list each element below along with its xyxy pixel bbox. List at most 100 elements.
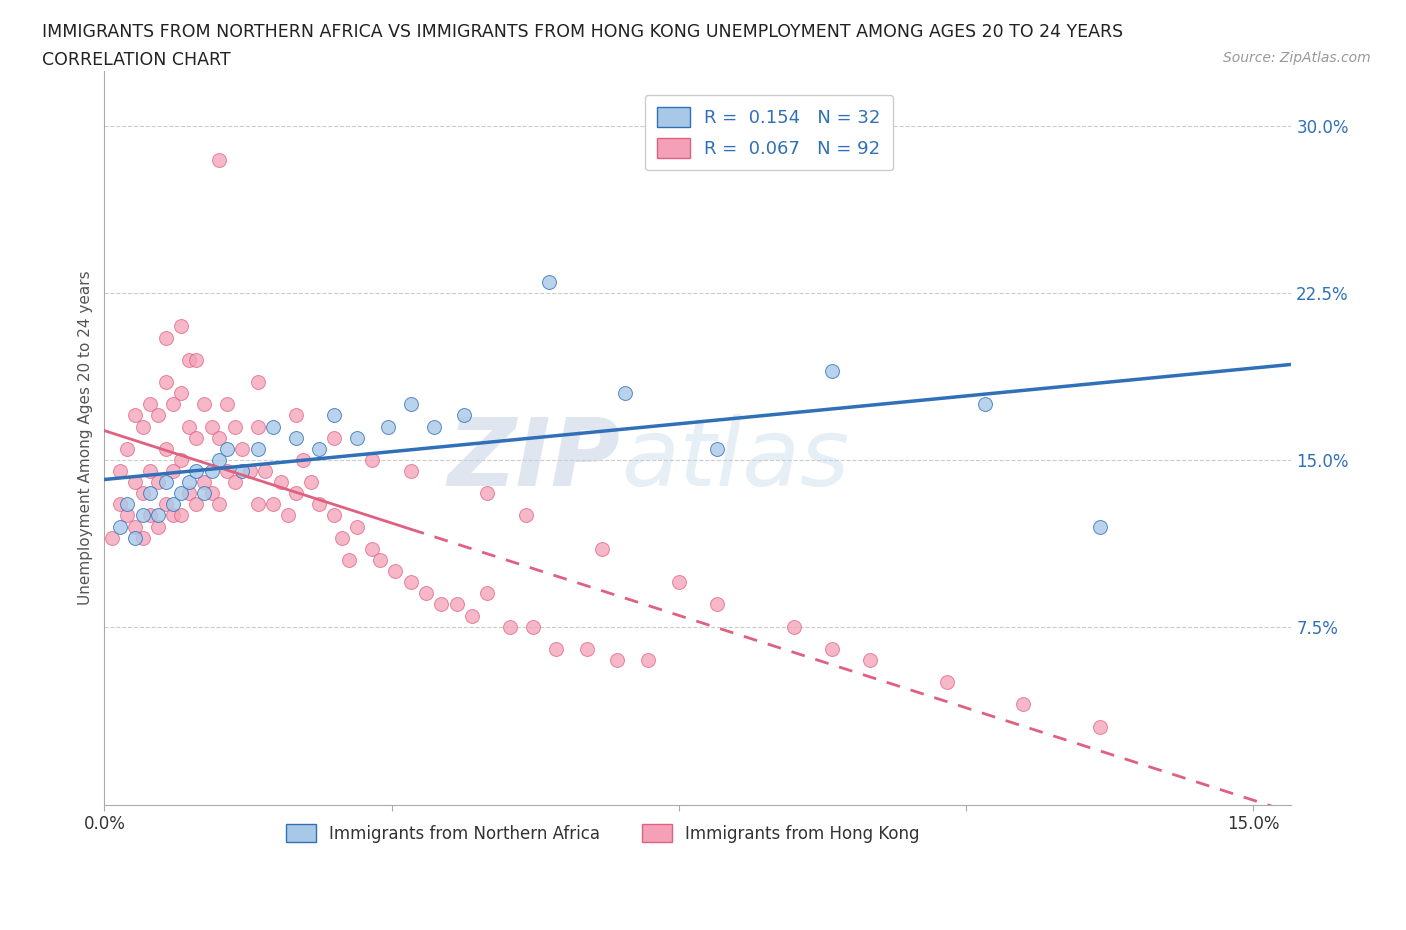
- Point: [200, 485, 222, 500]
- Point: [155, 497, 177, 512]
- Point: [499, 619, 522, 634]
- Point: [193, 485, 215, 500]
- Point: [200, 463, 222, 478]
- Point: [537, 274, 560, 289]
- Point: [139, 508, 162, 523]
- Point: [246, 497, 269, 512]
- Point: [515, 508, 537, 523]
- Point: [821, 642, 844, 657]
- Point: [215, 397, 238, 412]
- Point: [231, 463, 253, 478]
- Point: [477, 586, 499, 601]
- Point: [270, 474, 292, 489]
- Point: [208, 153, 231, 167]
- Point: [177, 352, 200, 367]
- Point: [546, 642, 568, 657]
- Point: [170, 453, 193, 468]
- Point: [246, 442, 269, 457]
- Point: [361, 541, 384, 556]
- Point: [215, 463, 238, 478]
- Point: [399, 397, 422, 412]
- Point: [821, 364, 844, 379]
- Point: [330, 530, 353, 545]
- Point: [346, 431, 368, 445]
- Point: [1088, 719, 1111, 734]
- Point: [108, 463, 131, 478]
- Point: [139, 485, 162, 500]
- Point: [292, 453, 315, 468]
- Point: [162, 508, 184, 523]
- Point: [859, 653, 882, 668]
- Point: [782, 619, 804, 634]
- Point: [101, 530, 124, 545]
- Point: [177, 485, 200, 500]
- Point: [346, 519, 368, 534]
- Point: [277, 508, 299, 523]
- Point: [208, 453, 231, 468]
- Point: [461, 608, 484, 623]
- Point: [935, 675, 957, 690]
- Point: [308, 442, 330, 457]
- Point: [706, 442, 728, 457]
- Point: [339, 552, 361, 567]
- Point: [200, 419, 222, 434]
- Point: [308, 497, 330, 512]
- Point: [193, 474, 215, 489]
- Point: [146, 519, 169, 534]
- Point: [614, 386, 637, 401]
- Point: [139, 463, 162, 478]
- Point: [246, 375, 269, 390]
- Point: [284, 408, 307, 423]
- Point: [170, 508, 193, 523]
- Point: [124, 474, 146, 489]
- Point: [224, 419, 246, 434]
- Point: [186, 463, 208, 478]
- Point: [124, 519, 146, 534]
- Point: [477, 485, 499, 500]
- Point: [284, 431, 307, 445]
- Text: Source: ZipAtlas.com: Source: ZipAtlas.com: [1223, 51, 1371, 65]
- Point: [146, 508, 169, 523]
- Text: ZIP: ZIP: [449, 414, 620, 506]
- Point: [284, 485, 307, 500]
- Point: [522, 619, 544, 634]
- Text: IMMIGRANTS FROM NORTHERN AFRICA VS IMMIGRANTS FROM HONG KONG UNEMPLOYMENT AMONG : IMMIGRANTS FROM NORTHERN AFRICA VS IMMIG…: [42, 23, 1123, 41]
- Point: [668, 575, 690, 590]
- Text: atlas: atlas: [620, 414, 849, 505]
- Point: [108, 519, 131, 534]
- Point: [430, 597, 453, 612]
- Point: [246, 419, 269, 434]
- Point: [323, 508, 346, 523]
- Point: [323, 431, 346, 445]
- Point: [146, 408, 169, 423]
- Point: [399, 463, 422, 478]
- Point: [299, 474, 322, 489]
- Point: [591, 541, 613, 556]
- Point: [637, 653, 659, 668]
- Point: [131, 419, 153, 434]
- Point: [606, 653, 628, 668]
- Legend: Immigrants from Northern Africa, Immigrants from Hong Kong: Immigrants from Northern Africa, Immigra…: [277, 816, 928, 851]
- Point: [124, 408, 146, 423]
- Point: [422, 419, 444, 434]
- Point: [323, 408, 346, 423]
- Point: [170, 319, 193, 334]
- Point: [117, 497, 139, 512]
- Point: [131, 530, 153, 545]
- Point: [124, 530, 146, 545]
- Point: [239, 463, 262, 478]
- Point: [146, 474, 169, 489]
- Point: [575, 642, 598, 657]
- Point: [231, 442, 253, 457]
- Point: [131, 485, 153, 500]
- Point: [1088, 519, 1111, 534]
- Point: [193, 397, 215, 412]
- Point: [162, 497, 184, 512]
- Point: [224, 474, 246, 489]
- Point: [155, 330, 177, 345]
- Point: [155, 375, 177, 390]
- Point: [139, 397, 162, 412]
- Point: [170, 485, 193, 500]
- Point: [177, 419, 200, 434]
- Point: [262, 419, 284, 434]
